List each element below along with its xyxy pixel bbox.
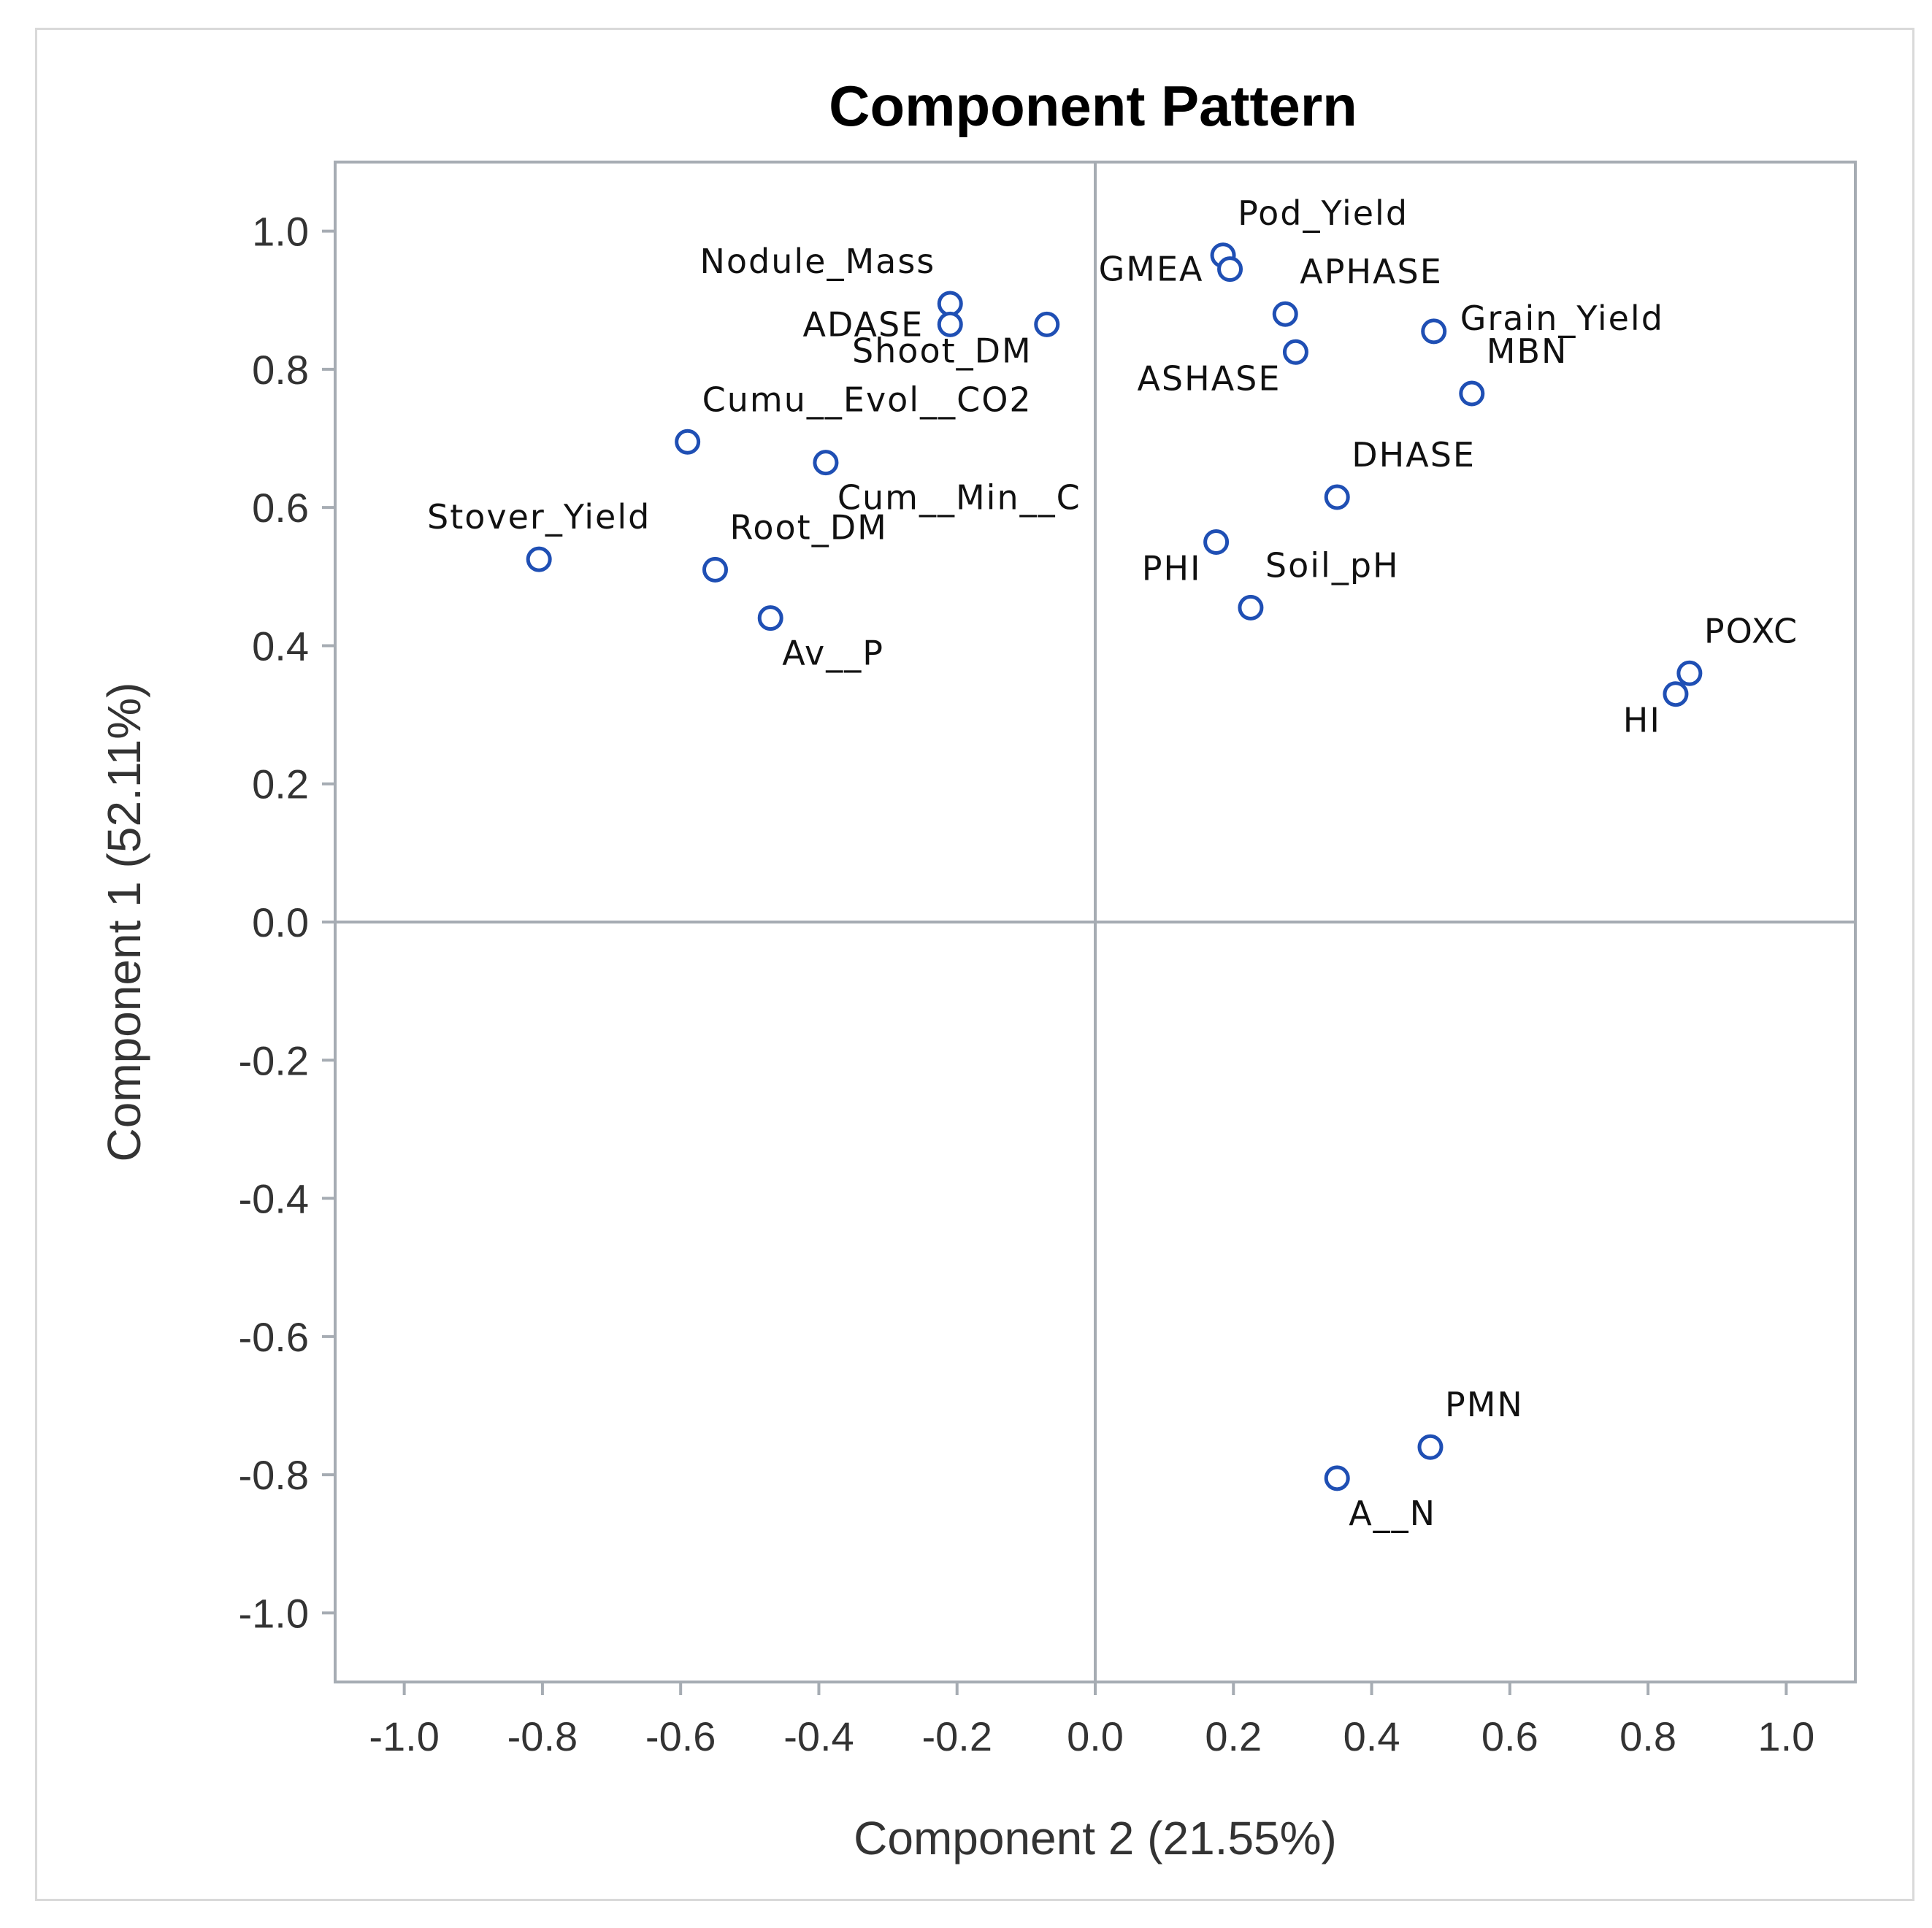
point-label-dhase: DHASE bbox=[1352, 435, 1476, 475]
point-label-hi: HI bbox=[1623, 701, 1661, 740]
point-label-stover-yield: Stover_Yield bbox=[427, 497, 651, 537]
chart-title: Component Pattern bbox=[829, 74, 1357, 138]
x-axis-ticks: -1.0 -0.8 -0.6 -0.4 -0.2 0.0 0.2 0.4 0.6 0.8 1.0 bbox=[369, 1682, 1814, 1759]
point-grain-yield bbox=[1421, 318, 1447, 345]
y-tick-label: -0.6 bbox=[239, 1314, 310, 1360]
x-tick-label: -0.2 bbox=[921, 1713, 992, 1759]
point-label-poxc: POXC bbox=[1704, 611, 1798, 650]
point-label-av-p: Av__P bbox=[782, 634, 884, 673]
x-tick-label: 0.4 bbox=[1343, 1713, 1400, 1759]
point-nodule-mass bbox=[937, 291, 963, 317]
x-tick-label: -0.8 bbox=[507, 1713, 578, 1759]
point-label-nodule-mass: Nodule_Mass bbox=[699, 242, 935, 281]
point-label-cum-min-c: Cum__Min__C bbox=[837, 478, 1081, 518]
x-tick-label: 1.0 bbox=[1757, 1713, 1814, 1759]
point-av-p bbox=[757, 605, 783, 631]
y-tick-label: 0.0 bbox=[252, 899, 309, 945]
x-tick-label: -1.0 bbox=[369, 1713, 440, 1759]
point-label-mbn: MBN bbox=[1487, 331, 1568, 371]
point-label-gmea: GMEA bbox=[1099, 250, 1204, 289]
point-label-a-n: A__N bbox=[1349, 1494, 1436, 1533]
point-label-pod-yield: Pod_Yield bbox=[1238, 193, 1408, 233]
point-label-aphase: APHASE bbox=[1300, 252, 1443, 291]
point-hi bbox=[1663, 681, 1689, 707]
point-label-adase: ADASE bbox=[802, 304, 924, 344]
point-aphase bbox=[1272, 301, 1298, 327]
point-root-dm bbox=[702, 556, 728, 583]
y-tick-label: 0.4 bbox=[252, 623, 309, 669]
y-tick-label: 0.6 bbox=[252, 485, 309, 531]
point-label-pmn: PMN bbox=[1445, 1385, 1524, 1424]
point-shoot-dm bbox=[1034, 311, 1060, 337]
point-label-phi: PHI bbox=[1142, 549, 1202, 588]
y-tick-label: -0.2 bbox=[239, 1037, 310, 1083]
point-poxc bbox=[1676, 660, 1703, 686]
x-tick-label: -0.6 bbox=[645, 1713, 716, 1759]
point-label-grain-yield: Grain_Yield bbox=[1460, 299, 1664, 338]
point-ashase bbox=[1282, 339, 1308, 365]
point-pmn bbox=[1417, 1434, 1444, 1460]
y-tick-label: -0.4 bbox=[239, 1176, 310, 1222]
point-label-root-dm: Root_DM bbox=[730, 507, 888, 547]
x-tick-label: 0.0 bbox=[1067, 1713, 1124, 1759]
x-axis-label: Component 2 (21.55%) bbox=[854, 1812, 1337, 1864]
reference-lines bbox=[335, 162, 1855, 1682]
point-gmea bbox=[1217, 256, 1243, 283]
point-label-shoot-dm: Shoot_DM bbox=[852, 331, 1032, 370]
y-tick-label: -1.0 bbox=[239, 1590, 310, 1636]
point-mbn bbox=[1459, 380, 1485, 407]
y-axis-ticks: -1.0 -0.8 -0.6 -0.4 -0.2 0.0 0.2 0.4 0.6 0.8 1.0 bbox=[239, 209, 335, 1636]
point-cumu-evol-co2 bbox=[675, 429, 701, 455]
x-tick-label: -0.4 bbox=[783, 1713, 854, 1759]
point-label-soil-ph: Soil_pH bbox=[1265, 545, 1400, 585]
y-tick-label: 0.8 bbox=[252, 347, 309, 393]
point-label-cumu-evol-co2: Cumu__Evol__CO2 bbox=[702, 380, 1032, 419]
point-stover-yield bbox=[526, 546, 552, 572]
x-tick-label: 0.6 bbox=[1481, 1713, 1538, 1759]
figure-frame bbox=[35, 28, 1914, 1901]
point-label-ashase: ASHASE bbox=[1137, 358, 1281, 398]
x-tick-label: 0.8 bbox=[1619, 1713, 1676, 1759]
x-tick-label: 0.2 bbox=[1205, 1713, 1262, 1759]
point-phi bbox=[1203, 529, 1230, 555]
point-soil-ph bbox=[1238, 594, 1264, 621]
y-tick-label: -0.8 bbox=[239, 1452, 310, 1498]
y-tick-label: 0.2 bbox=[252, 761, 309, 807]
point-a-n bbox=[1324, 1465, 1350, 1491]
y-axis-label: Component 1 (52.11%) bbox=[98, 683, 150, 1162]
point-cum-min-c bbox=[813, 450, 839, 476]
y-tick-label: 1.0 bbox=[252, 209, 309, 255]
point-adase bbox=[937, 311, 963, 337]
point-dhase bbox=[1324, 484, 1350, 510]
